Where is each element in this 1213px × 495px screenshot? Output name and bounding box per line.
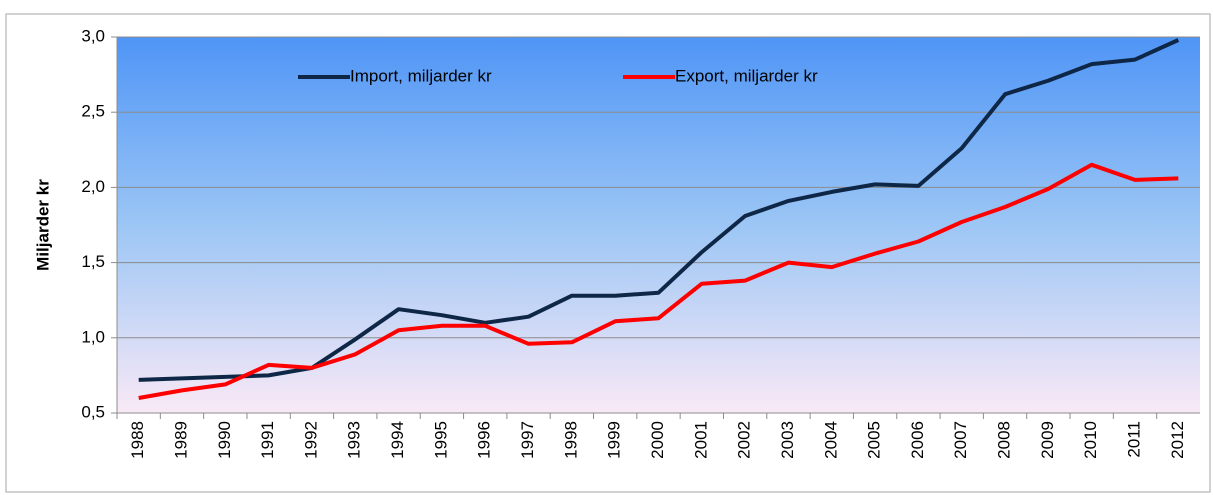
x-tick-label: 1996: [475, 421, 494, 459]
x-tick-label: 2010: [1081, 421, 1100, 459]
x-tick-label: 1992: [301, 421, 320, 459]
y-tick-label: 3,0: [81, 26, 105, 45]
line-series: [138, 162, 1179, 400]
y-tick-label: 1,5: [81, 252, 105, 271]
legend-label: Import, miljarder kr: [350, 66, 492, 85]
x-tick-label: 1998: [561, 421, 580, 459]
y-tick-label: 0,5: [81, 402, 105, 421]
x-tick-label: 1993: [345, 421, 364, 459]
x-tick-label: 1994: [388, 421, 407, 459]
x-tick-label: 1999: [605, 421, 624, 459]
x-tick-label: 2007: [951, 421, 970, 459]
x-tick-label: 2001: [691, 421, 710, 459]
x-tick-label: 2008: [995, 421, 1014, 459]
x-tick-label: 2000: [648, 421, 667, 459]
y-axis-label: Miljarder kr: [33, 179, 52, 271]
legend-label: Export, miljarder kr: [675, 66, 818, 85]
x-tick-label: 2005: [865, 421, 884, 459]
plot-area: [117, 37, 1200, 413]
x-tick-label: 1989: [171, 421, 190, 459]
x-tick-label: 2004: [821, 421, 840, 459]
y-tick-label: 1,0: [81, 327, 105, 346]
x-tick-label: 1997: [518, 421, 537, 459]
x-tick-label: 1991: [258, 421, 277, 459]
y-tick-label: 2,5: [81, 102, 105, 121]
x-tick-label: 2002: [735, 421, 754, 459]
x-tick-label: 2009: [1038, 421, 1057, 459]
x-tick-label: 1995: [431, 421, 450, 459]
x-tick-label: 2003: [778, 421, 797, 459]
x-tick-label: 1990: [215, 421, 234, 459]
y-tick-label: 2,0: [81, 177, 105, 196]
x-tick-label: 2011: [1125, 421, 1144, 458]
x-tick-label: 1988: [128, 421, 147, 459]
x-tick-label: 2012: [1168, 421, 1187, 459]
x-tick-label: 2006: [908, 421, 927, 459]
